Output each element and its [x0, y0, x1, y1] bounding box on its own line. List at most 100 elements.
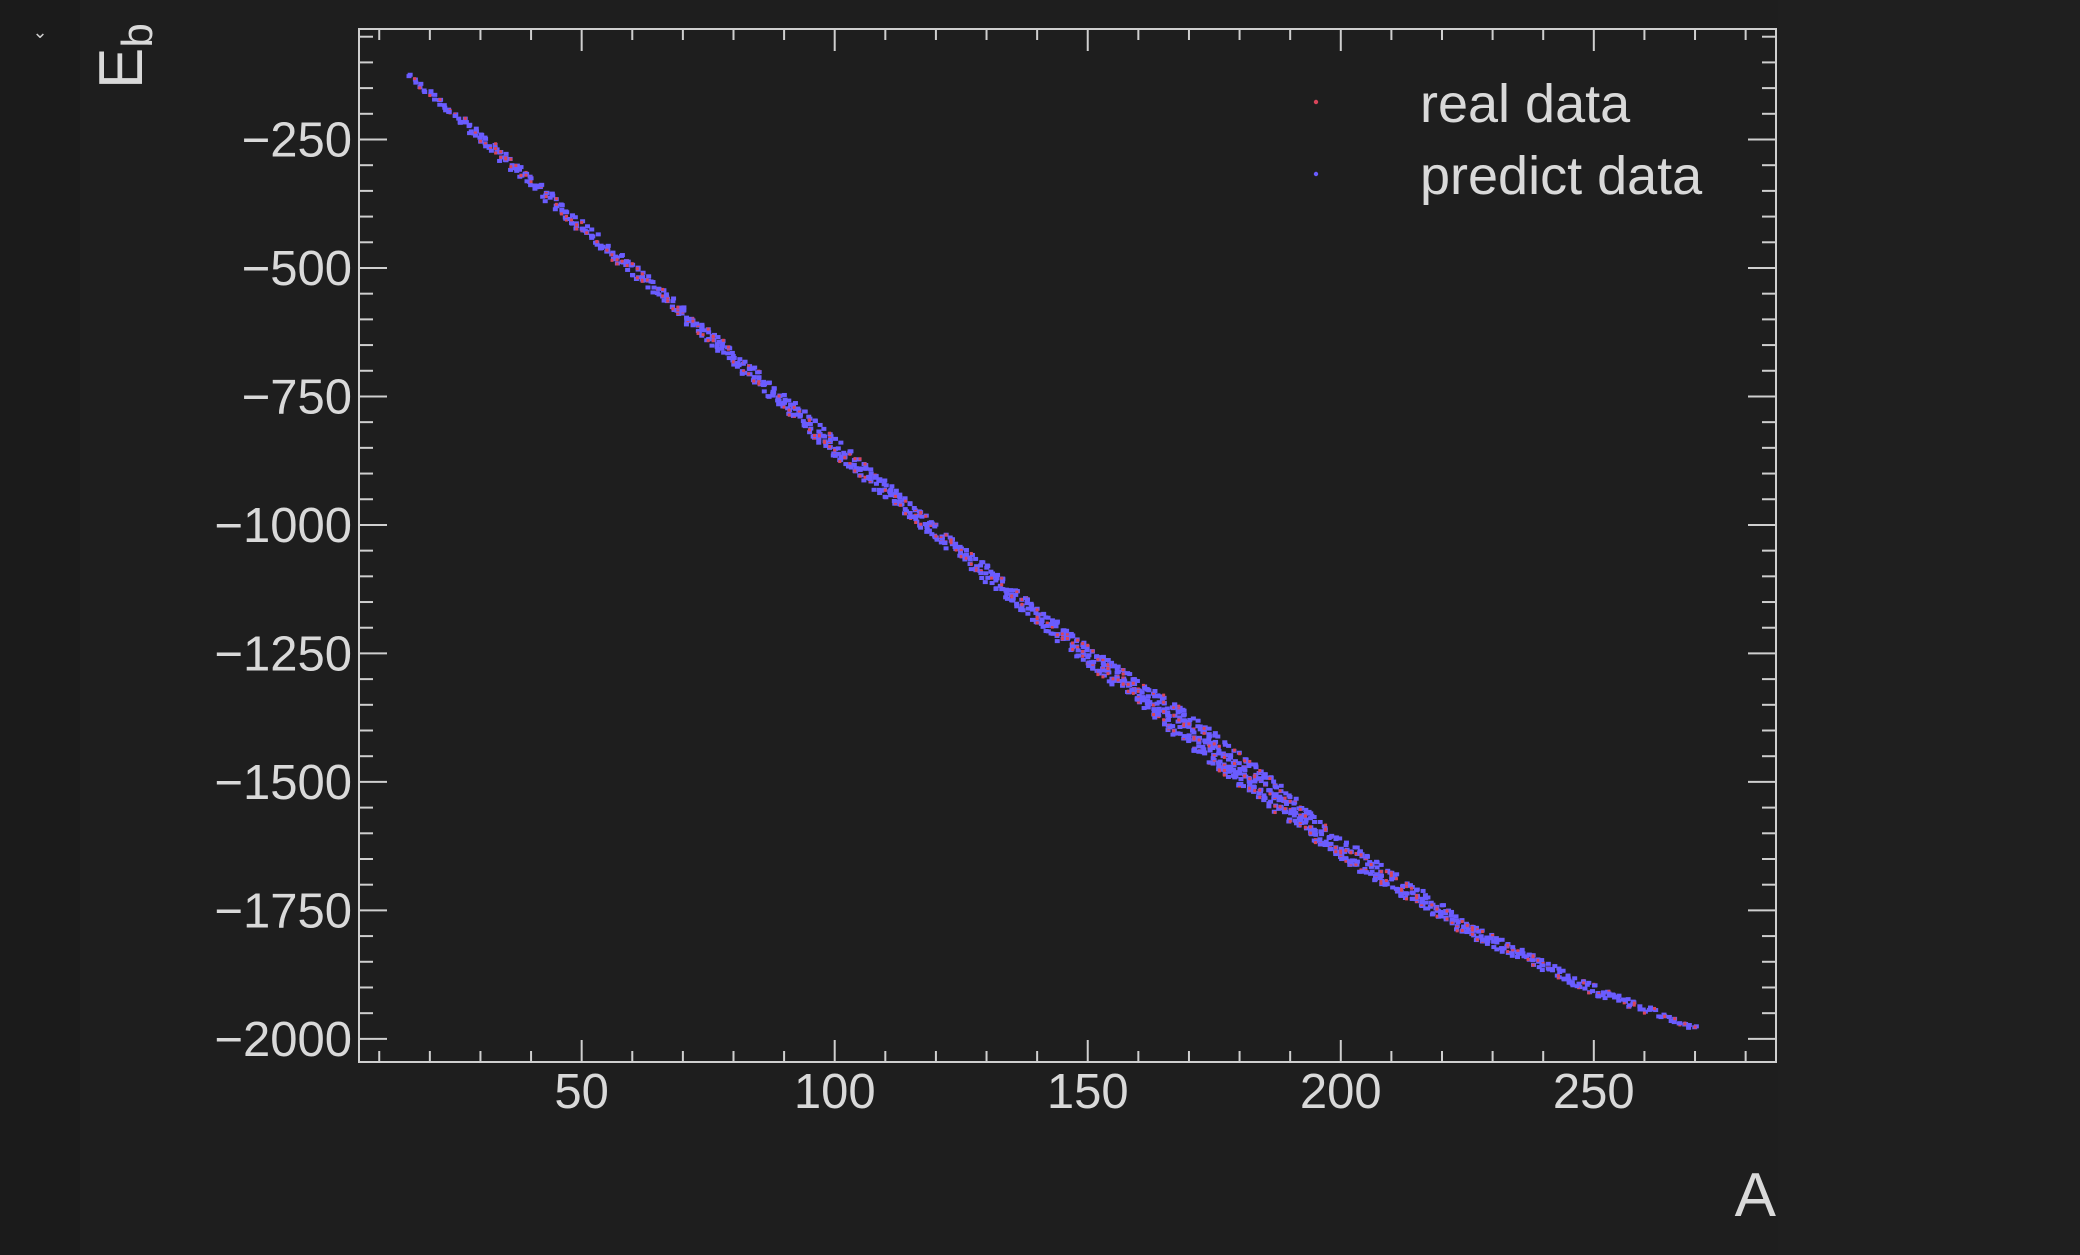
- predict-point: [771, 386, 777, 391]
- predict-point: [1186, 733, 1192, 738]
- predict-point: [1637, 1007, 1643, 1012]
- predict-point: [1369, 869, 1375, 874]
- predict-point: [1602, 996, 1608, 1001]
- real-point: [818, 435, 822, 439]
- predict-point: [1155, 693, 1161, 698]
- predict-point: [1191, 730, 1197, 735]
- real-point: [1313, 841, 1317, 845]
- predict-point: [1155, 712, 1161, 717]
- predict-point: [1141, 698, 1147, 703]
- chevron-down-icon[interactable]: ⌄: [32, 22, 48, 42]
- real-point: [904, 499, 908, 503]
- predict-point: [1114, 676, 1120, 681]
- predict-point: [1215, 734, 1221, 739]
- real-point: [833, 448, 837, 452]
- predict-point: [867, 474, 873, 479]
- real-point: [1268, 792, 1272, 796]
- predict-point: [1243, 757, 1249, 762]
- predict-point: [664, 293, 670, 298]
- real-point: [1182, 723, 1186, 727]
- real-point: [964, 556, 968, 560]
- real-point: [1359, 851, 1363, 855]
- real-point: [904, 512, 908, 516]
- x-tick-label: 50: [554, 1065, 609, 1119]
- predict-point: [1576, 981, 1582, 986]
- real-point: [787, 408, 791, 412]
- predict-point: [893, 488, 899, 493]
- real-point: [615, 258, 619, 262]
- predict-point: [528, 183, 534, 188]
- real-point: [1258, 769, 1262, 773]
- real-point: [1172, 705, 1176, 709]
- predict-point: [446, 109, 452, 114]
- predict-point: [1478, 934, 1484, 939]
- real-point: [1217, 768, 1221, 772]
- real-point: [974, 568, 978, 572]
- predict-point: [1045, 615, 1051, 620]
- real-point: [848, 462, 852, 466]
- predict-point: [1403, 891, 1409, 896]
- predict-point: [1162, 722, 1168, 727]
- predict-point: [1208, 740, 1214, 745]
- real-point: [1253, 789, 1257, 793]
- predict-point: [1109, 682, 1115, 687]
- predict-point: [877, 478, 883, 483]
- y-axis-title: Eb: [87, 23, 162, 89]
- predict-point: [835, 451, 841, 456]
- real-point: [640, 278, 644, 282]
- predict-point: [1438, 912, 1444, 917]
- predict-point: [1484, 935, 1490, 940]
- real-point: [1344, 849, 1348, 853]
- predict-point: [570, 213, 576, 218]
- real-point: [1222, 755, 1226, 759]
- predict-point: [1448, 913, 1454, 918]
- real-point: [1673, 1017, 1677, 1021]
- predict-point: [1069, 634, 1075, 639]
- predict-point: [1048, 631, 1054, 636]
- predict-point: [1039, 617, 1045, 622]
- predict-point: [1326, 835, 1332, 840]
- predict-point: [1238, 777, 1244, 782]
- predict-point: [1190, 716, 1196, 721]
- real-point: [979, 569, 983, 573]
- real-point: [1010, 596, 1014, 600]
- predict-point: [1377, 876, 1383, 881]
- predict-point: [1268, 799, 1274, 804]
- predict-point: [963, 548, 969, 553]
- real-point: [807, 418, 811, 422]
- real-point: [1531, 963, 1535, 967]
- predict-point: [1668, 1018, 1674, 1023]
- real-point: [1136, 689, 1140, 693]
- real-point: [605, 248, 609, 252]
- real-point: [1187, 722, 1191, 726]
- predict-point: [952, 543, 958, 548]
- real-point: [484, 142, 488, 146]
- predict-point: [1308, 811, 1314, 816]
- real-point: [1587, 991, 1591, 995]
- predict-point: [1025, 597, 1031, 602]
- predict-point: [1253, 763, 1259, 768]
- predict-point: [1049, 622, 1055, 627]
- predict-point: [1600, 993, 1606, 998]
- real-point: [1298, 807, 1302, 811]
- predict-point: [1134, 678, 1140, 683]
- predict-point: [888, 493, 894, 498]
- predict-point: [1273, 793, 1279, 798]
- real-point: [1632, 1001, 1636, 1005]
- real-point: [898, 503, 902, 507]
- predict-point: [782, 397, 788, 402]
- real-point: [807, 428, 811, 432]
- predict-point: [1029, 617, 1035, 622]
- predict-point: [513, 166, 519, 171]
- real-point: [1349, 850, 1353, 854]
- predict-point: [1236, 782, 1242, 787]
- predict-point: [1091, 659, 1097, 664]
- predict-point: [1557, 970, 1563, 975]
- predict-point: [1086, 663, 1092, 668]
- predict-point: [967, 557, 973, 562]
- predict-point: [985, 564, 991, 569]
- real-point: [1384, 879, 1388, 883]
- predict-point: [1216, 749, 1222, 754]
- predict-point: [1101, 668, 1107, 673]
- predict-point: [1246, 779, 1252, 784]
